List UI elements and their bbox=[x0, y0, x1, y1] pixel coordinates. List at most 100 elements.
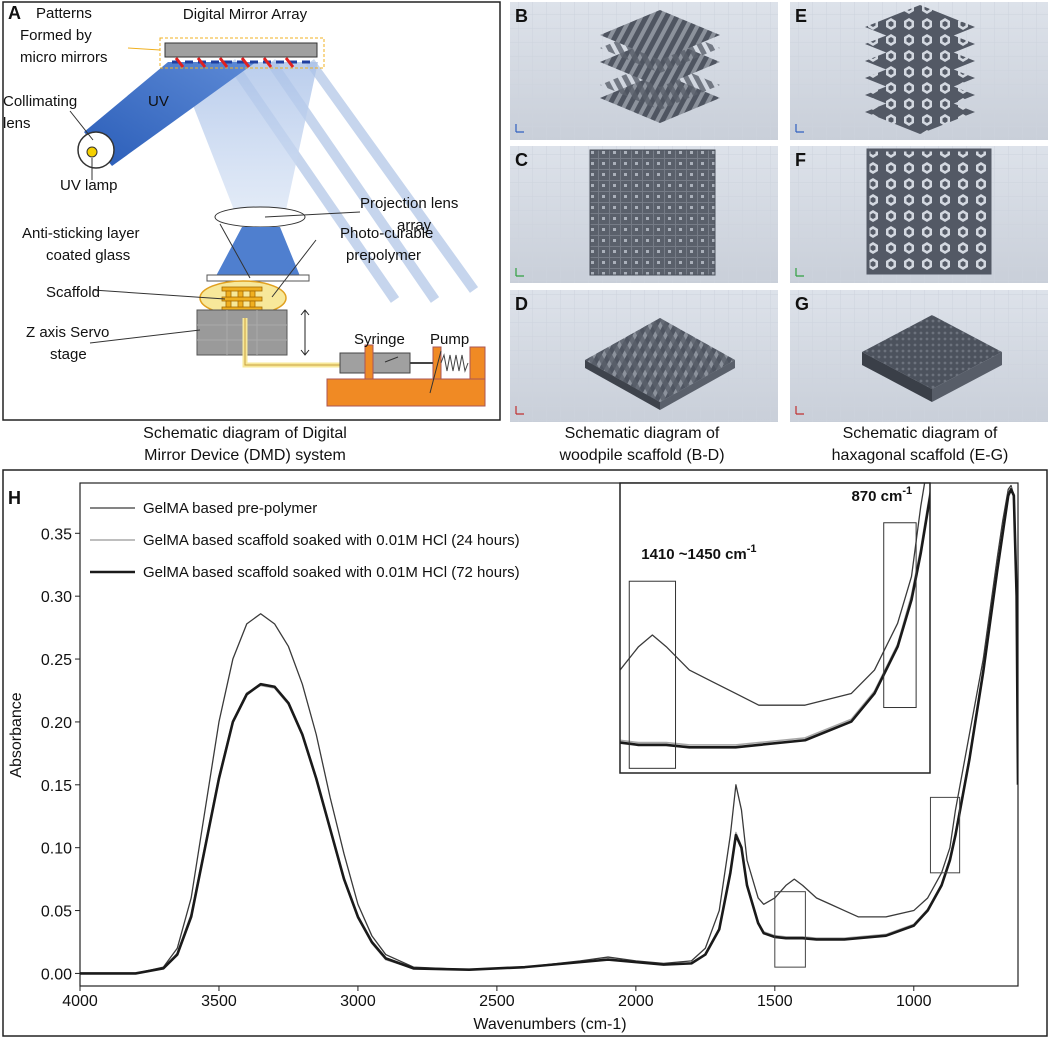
y-tick-label: 0.00 bbox=[41, 966, 72, 983]
y-tick-label: 0.35 bbox=[41, 526, 72, 543]
label: Formed by bbox=[20, 27, 92, 44]
glass bbox=[206, 274, 310, 282]
plunger-clamp bbox=[432, 346, 442, 380]
annotation: 1410 ~1450 cm-1 bbox=[641, 543, 756, 563]
projection-lens bbox=[214, 206, 306, 228]
micro-mirrors bbox=[174, 57, 295, 68]
captions: Schematic diagram of Digital Mirror Devi… bbox=[143, 425, 1008, 464]
y-tick-label: 0.05 bbox=[41, 904, 72, 921]
spring bbox=[440, 353, 469, 373]
series-line bbox=[80, 484, 1018, 975]
highlight-box bbox=[929, 796, 961, 874]
inset-bg bbox=[620, 483, 930, 773]
y-axis-label: Absorbance bbox=[8, 692, 25, 777]
inset-box bbox=[628, 580, 677, 769]
label: Collimating bbox=[3, 93, 77, 110]
annotation: 870 cm-1 bbox=[851, 485, 912, 505]
x-tick-label: 1000 bbox=[896, 993, 932, 1010]
panel-letter: E bbox=[795, 6, 807, 26]
x-tick-label: 3000 bbox=[340, 993, 376, 1010]
focus-cone bbox=[216, 227, 300, 276]
projection-cone bbox=[176, 62, 318, 210]
annotation-text: 870 cm bbox=[851, 488, 902, 505]
label: Photo-curable bbox=[340, 225, 433, 242]
highlight-box bbox=[774, 891, 806, 968]
label: Z axis Servo bbox=[26, 324, 109, 341]
label: stage bbox=[50, 346, 87, 363]
annotation-sup: -1 bbox=[902, 485, 912, 497]
z-stage bbox=[196, 309, 288, 356]
pump-base bbox=[326, 378, 486, 407]
label: coated glass bbox=[46, 247, 130, 264]
axis-triads bbox=[515, 124, 804, 415]
caption: woodpile scaffold (B-D) bbox=[558, 447, 724, 464]
leader bbox=[127, 47, 161, 51]
caption: Schematic diagram of Digital bbox=[143, 425, 347, 442]
schematic: A Patterns Formed by micro mirrors Digit… bbox=[2, 1, 501, 421]
hex-iso bbox=[865, 5, 975, 134]
label: array bbox=[397, 217, 432, 234]
woodpile-top bbox=[589, 149, 716, 276]
panel-letter: A bbox=[8, 3, 21, 23]
label: micro mirrors bbox=[20, 49, 108, 66]
hex-single bbox=[862, 315, 1002, 402]
hex-top bbox=[866, 148, 992, 275]
pump-post bbox=[469, 346, 486, 382]
y-tick-label: 0.15 bbox=[41, 778, 72, 795]
series-line bbox=[80, 487, 1018, 975]
y-tick-label: 0.30 bbox=[41, 589, 72, 606]
scaffold-panels: B C D E F G bbox=[510, 2, 1048, 422]
panel-letter: C bbox=[515, 150, 528, 170]
x-tick-label: 1500 bbox=[757, 993, 793, 1010]
woodpile-single bbox=[585, 318, 735, 410]
caption: Schematic diagram of bbox=[843, 425, 998, 442]
legend-label: GelMA based scaffold soaked with 0.01M H… bbox=[143, 532, 520, 549]
inset-frame bbox=[619, 482, 931, 774]
panel-letter: F bbox=[795, 150, 806, 170]
panel-letter: H bbox=[8, 488, 21, 508]
annotation-sup: -1 bbox=[747, 543, 757, 555]
mirror-array bbox=[164, 42, 318, 58]
label: prepolymer bbox=[346, 247, 421, 264]
lamp-bulb bbox=[86, 146, 98, 158]
chart: 4000 3500 3000 2500 2000 1500 1000 0.00 0.05 0.10… bbox=[41, 482, 1019, 1010]
legend-label: GelMA based pre-polymer bbox=[143, 500, 317, 517]
label: UV bbox=[148, 93, 169, 110]
uv-beam bbox=[84, 62, 256, 166]
x-tick-label: 4000 bbox=[62, 993, 98, 1010]
scaffold bbox=[221, 286, 263, 312]
panel-letter: G bbox=[795, 294, 809, 314]
label: Digital Mirror Array bbox=[183, 6, 308, 23]
y-tick-label: 0.20 bbox=[41, 715, 72, 732]
caption: Mirror Device (DMD) system bbox=[144, 447, 346, 464]
panel-letter: B bbox=[515, 6, 528, 26]
label: Pump bbox=[430, 331, 469, 348]
label: Projection lens bbox=[360, 195, 458, 212]
legend-label: GelMA based scaffold soaked with 0.01M H… bbox=[143, 564, 520, 581]
caption: haxagonal scaffold (E-G) bbox=[832, 447, 1009, 464]
syringe-clamp bbox=[364, 344, 374, 380]
label: Patterns bbox=[36, 5, 92, 22]
x-tick-label: 3500 bbox=[201, 993, 237, 1010]
x-tick-label: 2500 bbox=[479, 993, 515, 1010]
panel-letter: D bbox=[515, 294, 528, 314]
y-tick-label: 0.10 bbox=[41, 841, 72, 858]
x-tick-label: 2000 bbox=[618, 993, 654, 1010]
woodpile-iso bbox=[600, 10, 720, 123]
inset-box bbox=[883, 522, 917, 709]
light-ray bbox=[305, 59, 479, 293]
label: lens bbox=[3, 115, 31, 132]
z-arrow bbox=[300, 309, 310, 356]
mirror-outline bbox=[159, 37, 325, 69]
label: UV lamp bbox=[60, 177, 118, 194]
tube-edge bbox=[244, 318, 342, 366]
stage-grid bbox=[197, 310, 287, 355]
series-group bbox=[80, 484, 1018, 975]
leaders bbox=[69, 110, 442, 394]
caption: Schematic diagram of bbox=[565, 425, 720, 442]
label: Anti-sticking layer bbox=[22, 225, 140, 242]
label: Scaffold bbox=[46, 284, 100, 301]
x-axis-label: Wavenumbers (cm-1) bbox=[473, 1016, 626, 1033]
